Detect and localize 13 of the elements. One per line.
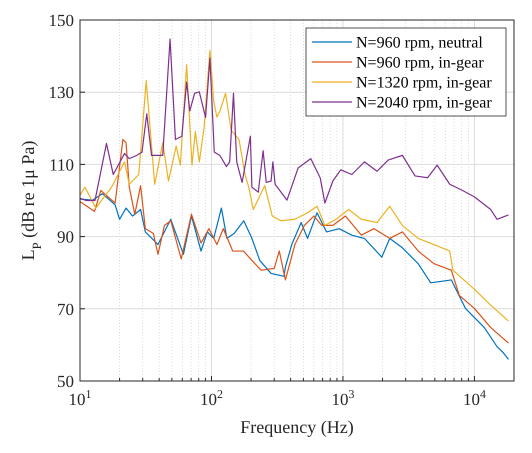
x-tick-label: 10$^{4}$: [462, 387, 486, 409]
y-tick-label: 150: [48, 10, 74, 30]
x-tick-label: 10$^{3}$: [331, 387, 354, 409]
y-tick-label: 70: [57, 300, 74, 319]
legend-label: N=960 rpm, in-gear: [356, 54, 484, 72]
x-tick-label: 10$^{2}$: [200, 387, 223, 409]
y-tick-label: 110: [49, 155, 74, 174]
x-axis-title: Frequency (Hz): [240, 417, 354, 437]
legend-label: N=960 rpm, neutral: [356, 34, 484, 52]
y-tick-label: 130: [48, 83, 74, 102]
legend-label: N=1320 rpm, in-gear: [356, 74, 492, 92]
y-tick-label: 90: [57, 228, 74, 247]
legend-label: N=2040 rpm, in-gear: [356, 94, 492, 112]
